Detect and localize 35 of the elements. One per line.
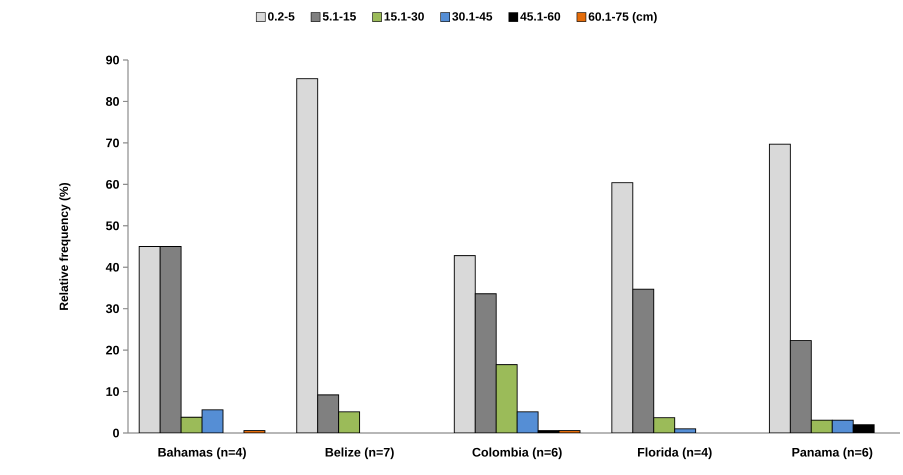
x-tick-label: Panama (n=6) bbox=[792, 448, 872, 460]
bar bbox=[202, 409, 224, 433]
y-tick-label: 10 bbox=[106, 387, 119, 396]
bar bbox=[832, 420, 854, 433]
y-tick-label: 0 bbox=[113, 428, 119, 438]
y-tick-label: 90 bbox=[106, 56, 119, 64]
y-tick-label: 70 bbox=[106, 138, 119, 148]
bar bbox=[180, 416, 202, 433]
y-tick-label: 50 bbox=[106, 221, 119, 230]
legend-label: 60.1-75 (cm) bbox=[588, 12, 657, 24]
x-tick-label: Colombia (n=6) bbox=[472, 448, 562, 460]
bar bbox=[516, 411, 539, 433]
bar bbox=[296, 78, 318, 433]
x-tick-label: Bahamas (n=4) bbox=[158, 448, 246, 460]
bar bbox=[454, 255, 476, 433]
legend-label: 15.1-30 bbox=[384, 12, 424, 21]
y-axis-title: Relative frequency (%) bbox=[59, 183, 70, 310]
bar bbox=[338, 411, 360, 433]
bar bbox=[653, 417, 676, 433]
y-tick-label: 40 bbox=[106, 262, 119, 272]
y-tick-label: 30 bbox=[106, 304, 119, 314]
bar bbox=[611, 182, 634, 433]
x-tick-label: Belize (n=7) bbox=[326, 448, 394, 460]
bar bbox=[810, 420, 833, 433]
bar bbox=[496, 364, 518, 433]
y-tick-label: 80 bbox=[106, 97, 119, 106]
x-tick-label: Florida (n=4) bbox=[638, 448, 712, 460]
legend-label: 0.2-5 bbox=[268, 12, 294, 21]
y-tick-label: 20 bbox=[106, 346, 119, 355]
legend-label: 5.1-15 bbox=[322, 12, 356, 21]
y-tick-label: 60 bbox=[106, 180, 119, 189]
legend-label: 45.1-60 bbox=[520, 12, 560, 21]
bar bbox=[768, 144, 791, 433]
bar bbox=[138, 246, 161, 433]
legend-label: 30.1-45 bbox=[452, 12, 492, 21]
